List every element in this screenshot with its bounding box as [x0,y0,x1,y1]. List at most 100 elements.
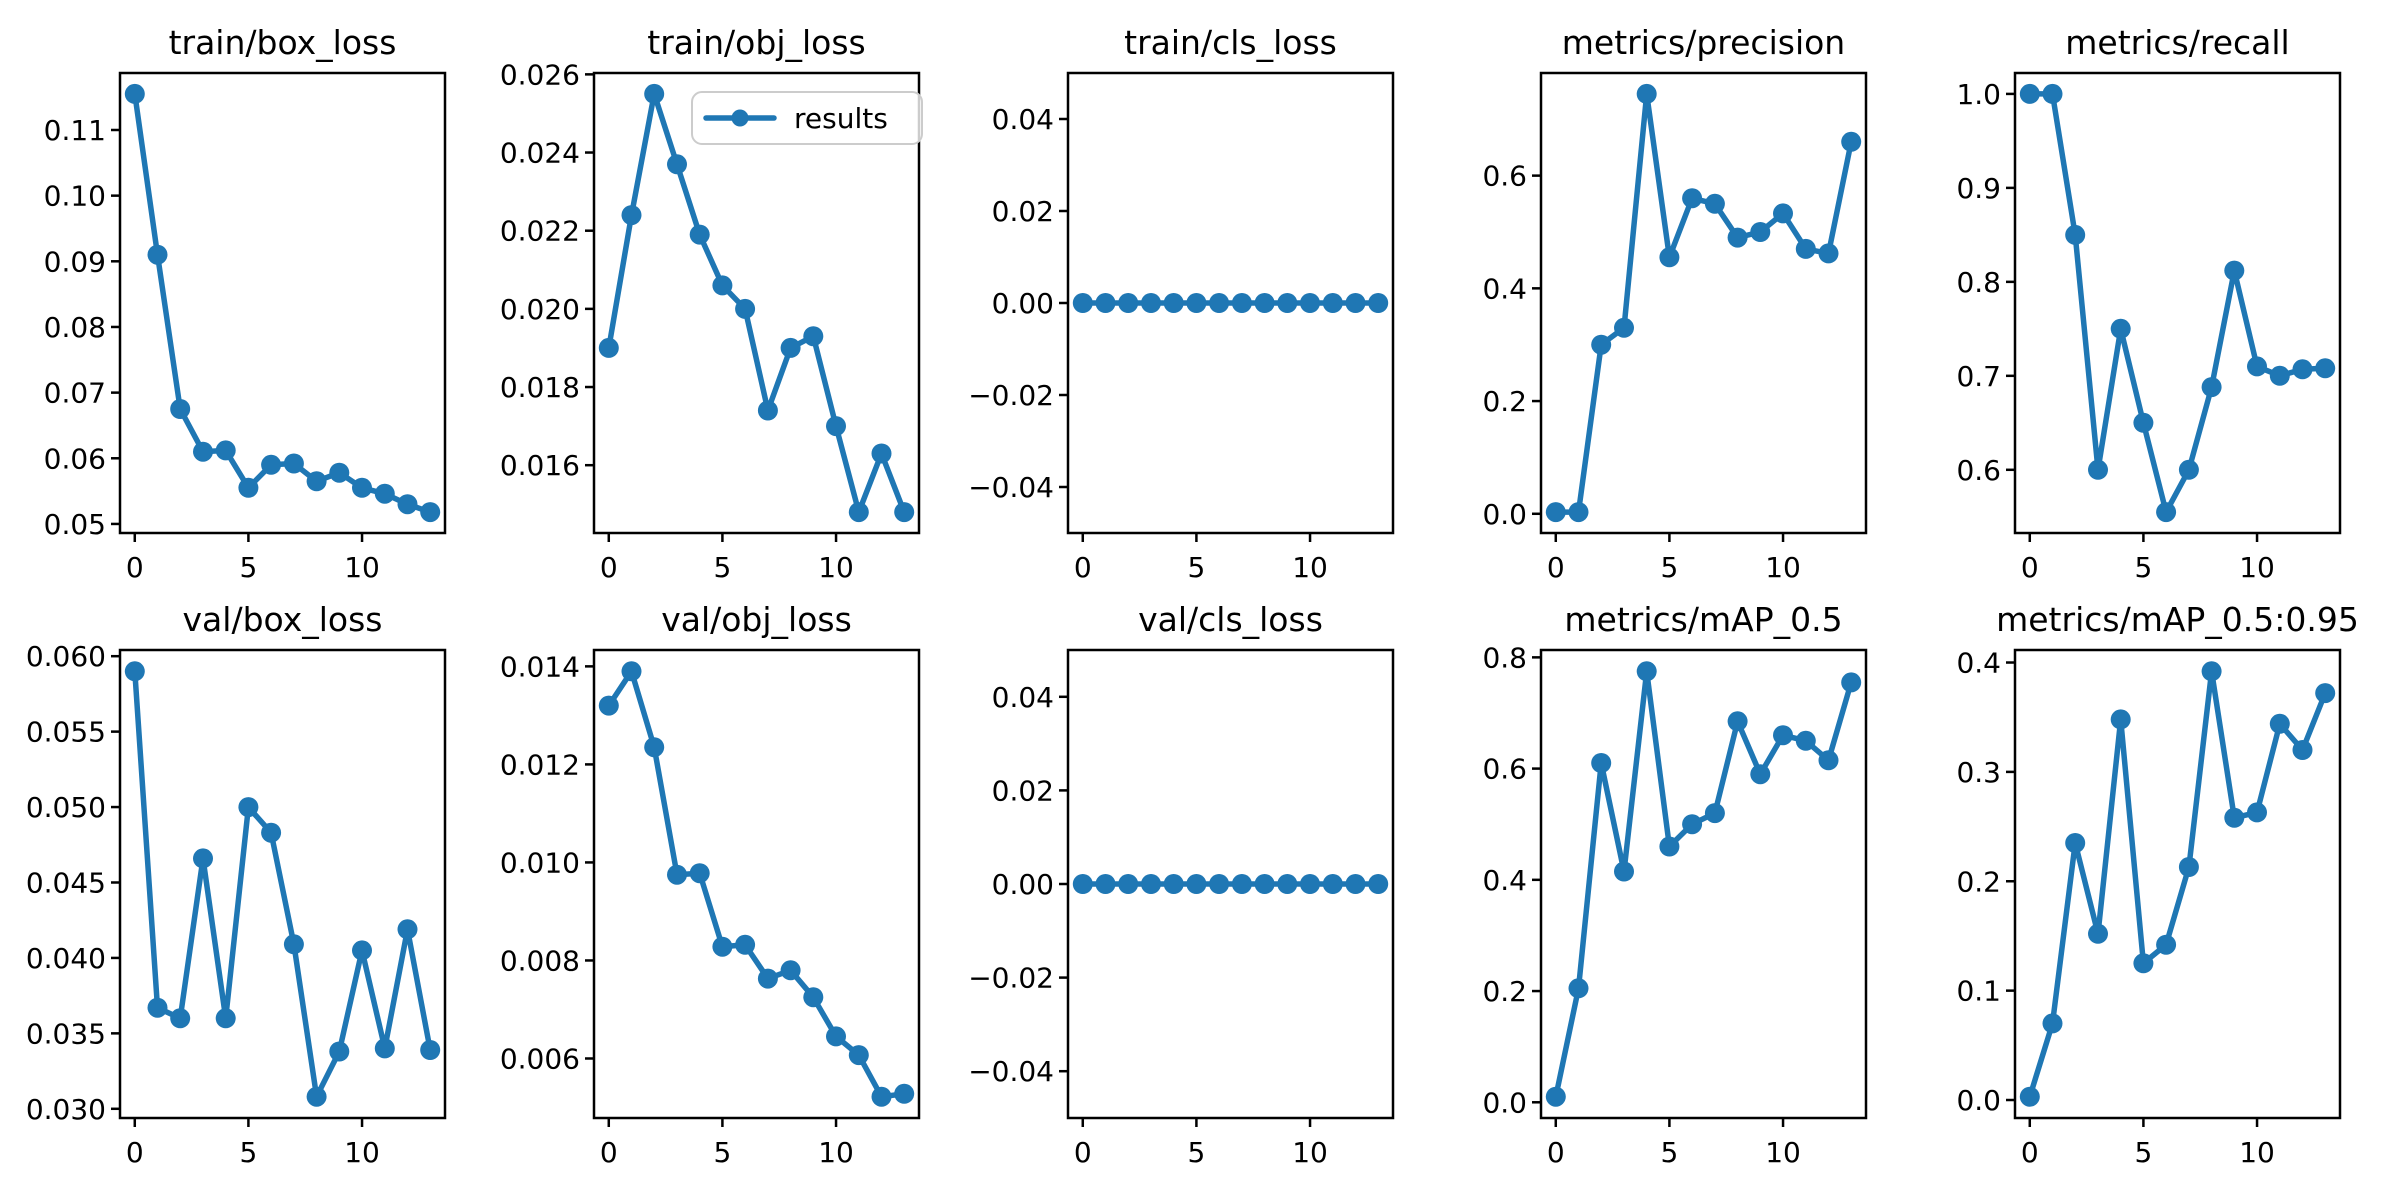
y-tick-label: 0.018 [500,371,580,404]
data-point-marker [1773,725,1793,746]
y-tick-label: 0.012 [500,748,580,781]
x-tick-label: 5 [713,1136,731,1169]
data-point-marker [1659,247,1680,268]
x-tick-label: 0 [1547,551,1565,584]
data-point-marker [871,1086,892,1107]
x-tick-label: 0 [600,551,618,584]
data-point-marker [1209,874,1230,894]
y-tick-label: −0.04 [968,1055,1054,1088]
y-tick-label: 0.060 [26,640,106,673]
data-point-marker [283,453,304,474]
data-point-marker [848,1045,869,1066]
subplot-title: train/cls_loss [1124,23,1337,62]
data-point-marker [2247,802,2267,823]
y-tick-label: 0.020 [500,293,580,326]
y-tick-label: 0.7 [1956,360,2001,393]
y-tick-label: 0.055 [26,716,106,749]
data-point-marker [1186,293,1207,313]
data-point-marker [826,416,846,437]
results-series-line [606,91,907,515]
data-point-marker [1636,661,1657,682]
y-tick-label: 0.024 [500,137,580,170]
data-point-marker [2156,934,2177,955]
data-point-marker [2269,713,2290,734]
data-point-marker [712,936,733,957]
y-tick-label: 0.030 [26,1093,106,1126]
x-tick-label: 0 [600,1136,618,1169]
data-point-marker [1614,317,1634,338]
data-point-marker [1636,83,1657,104]
data-point-marker [170,399,191,419]
y-tick-label: 0.4 [1956,647,2001,680]
data-point-marker [780,337,801,358]
subplot-val-cls-loss: −0.04 −0.02 0.00 0.02 0.04 0 5 10 val/cls_loss [968,600,1395,1169]
y-tick-label: 0.06 [44,442,106,475]
x-tick-label: 0 [2021,551,2039,584]
data-point-marker [1727,227,1748,248]
subplot-metrics-map-0.5: 0.0 0.2 0.4 0.6 0.8 0 5 10 metrics/mAP_0.5 [1482,600,1868,1169]
data-point-marker [1118,874,1139,894]
data-point-marker [352,477,372,498]
x-tick-label: 0 [1547,1136,1565,1169]
data-point-marker [2110,709,2131,730]
data-point-marker [1322,293,1343,313]
data-point-marker [1368,293,1389,313]
y-tick-label: 0.00 [992,287,1054,320]
x-tick-label: 10 [1292,1136,1328,1169]
y-tick-label: 0.04 [992,681,1054,714]
y-tick-label: −0.04 [968,471,1054,504]
data-point-marker [2133,412,2154,433]
subplot-title: metrics/mAP_0.5 [1564,600,1842,639]
y-tick-label: 0.022 [500,215,580,248]
legend-box [691,91,923,145]
data-point-marker [1568,978,1589,999]
y-tick-label: 0.008 [500,944,580,977]
data-point-marker [261,454,282,475]
data-point-marker [420,1040,441,1060]
subplot-title: train/box_loss [169,23,397,62]
y-tick-label: 0.3 [1956,756,2001,789]
data-point-marker [667,864,687,885]
y-tick-label: 0.08 [44,311,106,344]
data-point-marker [420,502,441,523]
y-tick-label: 0.050 [26,791,106,824]
data-point-marker [374,1038,395,1059]
data-point-marker [1300,293,1320,313]
y-tick-label: −0.02 [968,379,1054,412]
data-point-marker [193,848,213,869]
data-point-marker [2292,359,2313,380]
data-point-marker [1095,293,1116,313]
data-point-marker [1795,730,1816,751]
data-point-marker [757,400,778,421]
data-point-marker [352,940,372,961]
data-point-marker [1818,750,1839,771]
x-tick-label: 0 [1074,551,1092,584]
y-tick-label: 1.0 [1956,78,2001,111]
results-series-line [132,668,433,1100]
y-tick-label: 0.6 [1956,454,2001,487]
data-point-marker [2088,923,2108,944]
axes-frame [2013,648,2342,1120]
data-point-marker [2247,356,2267,377]
data-point-marker [2110,318,2131,339]
data-point-marker [1186,874,1207,894]
x-tick-label: 0 [1074,1136,1092,1169]
y-tick-label: 0.00 [992,868,1054,901]
data-point-marker [215,440,236,461]
data-point-marker [803,326,824,347]
data-point-marker [238,797,259,818]
y-tick-label: 0.2 [1482,975,1527,1008]
data-point-marker [735,934,756,955]
data-point-marker [848,502,869,523]
data-point-marker [1163,293,1184,313]
data-point-marker [1141,874,1161,894]
y-tick-label: 0.014 [500,650,580,683]
x-tick-label: 5 [239,1136,257,1169]
data-point-marker [193,441,213,462]
data-point-marker [1095,874,1116,894]
y-tick-label: 0.040 [26,942,106,975]
data-point-marker [803,987,824,1008]
data-point-marker [238,477,259,498]
